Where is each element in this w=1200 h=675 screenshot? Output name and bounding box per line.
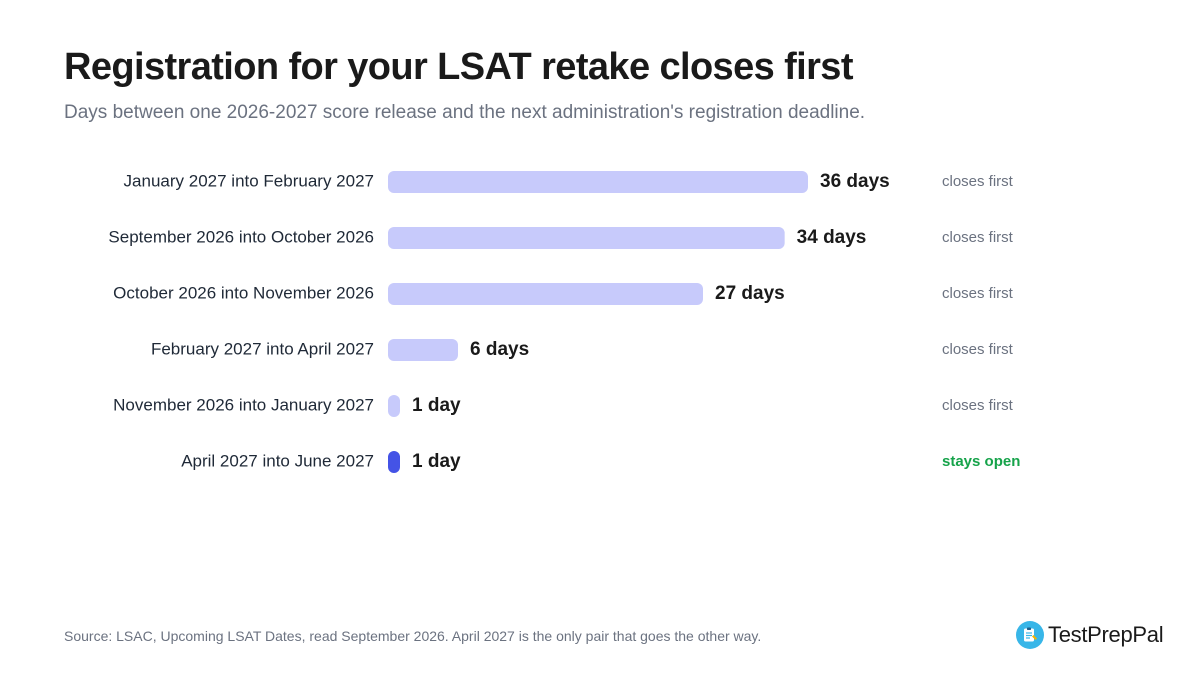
value-label: 1 day [412, 395, 461, 416]
value-label: 34 days [797, 227, 867, 248]
clipboard-pencil-icon [1016, 621, 1044, 649]
value-label: 1 day [412, 451, 461, 472]
status-label: closes first [942, 397, 1014, 414]
brand-name: TestPrepPal [1048, 622, 1164, 647]
bar [388, 227, 785, 249]
value-label: 27 days [715, 283, 785, 304]
category-label: October 2026 into November 2026 [113, 283, 374, 302]
category-label: November 2026 into January 2027 [113, 395, 374, 414]
chart-title: Registration for your LSAT retake closes… [64, 46, 854, 88]
value-label: 36 days [820, 171, 890, 192]
status-label: closes first [942, 173, 1014, 190]
chart-subtitle: Days between one 2026-2027 score release… [64, 102, 866, 123]
category-label: February 2027 into April 2027 [151, 339, 374, 358]
status-label: closes first [942, 229, 1014, 246]
value-label: 6 days [470, 339, 529, 360]
source-note: Source: LSAC, Upcoming LSAT Dates, read … [64, 628, 762, 644]
bar [388, 395, 400, 417]
bar [388, 339, 458, 361]
bar [388, 283, 703, 305]
bar-chart: January 2027 into February 2027 36 days cl… [108, 171, 1020, 473]
category-label: September 2026 into October 2026 [108, 227, 374, 246]
bar [388, 171, 808, 193]
status-label: stays open [942, 453, 1020, 470]
category-label: January 2027 into February 2027 [124, 171, 374, 190]
status-label: closes first [942, 285, 1014, 302]
category-label: April 2027 into June 2027 [181, 451, 374, 470]
status-label: closes first [942, 341, 1014, 358]
brand-logo: TestPrepPal [1016, 621, 1164, 649]
bar [388, 451, 400, 473]
